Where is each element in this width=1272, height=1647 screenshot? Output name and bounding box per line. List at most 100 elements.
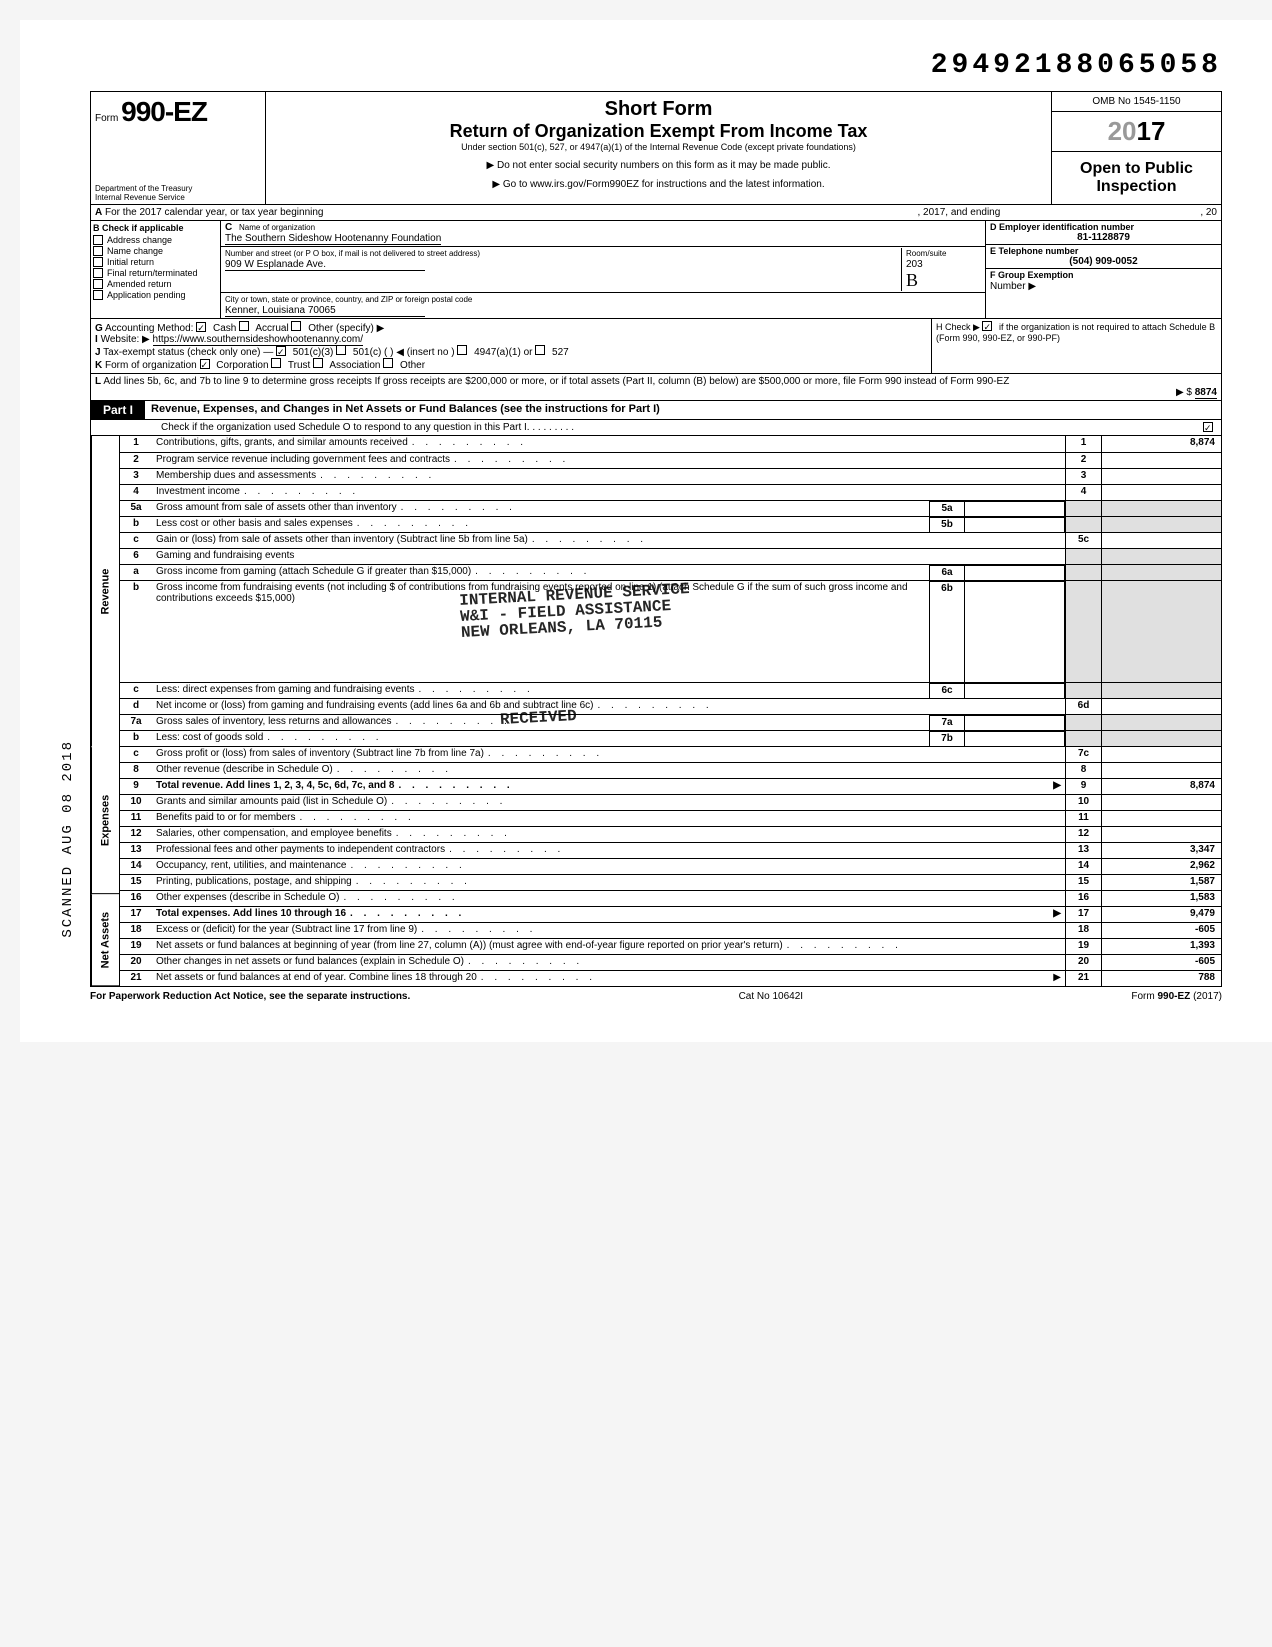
line-desc: Other expenses (describe in Schedule O) … [152, 891, 1065, 906]
checkbox-label: Application pending [107, 290, 186, 300]
line-desc: Benefits paid to or for members . . . . … [152, 811, 1065, 826]
line-number: 8 [120, 763, 152, 778]
line-number: 20 [120, 955, 152, 970]
r-val: -605 [1101, 955, 1221, 970]
col-c-addr-sub: Number and street (or P O box, if mail i… [225, 249, 480, 258]
r-val: 9,479 [1101, 907, 1221, 922]
r-num: 2 [1065, 453, 1101, 468]
open-to-public: Open to Public Inspection [1052, 152, 1221, 204]
room-label: Room/suite [906, 249, 946, 258]
checkbox[interactable] [535, 345, 545, 355]
r-num: 11 [1065, 811, 1101, 826]
r-val-shaded [1101, 683, 1221, 698]
checkbox[interactable] [93, 268, 103, 278]
r-val [1101, 827, 1221, 842]
line-number: 14 [120, 859, 152, 874]
r-val [1101, 699, 1221, 714]
checkbox[interactable] [200, 359, 210, 369]
line-number: 3 [120, 469, 152, 484]
checkbox[interactable] [93, 246, 103, 256]
org-address: 909 W Esplanade Ave. [225, 259, 425, 271]
row-gh: G Accounting Method: Cash Accrual Other … [90, 319, 1222, 374]
r-val: -605 [1101, 923, 1221, 938]
footer-right: Form Form 990-EZ (2017)990-EZ (2017) [1131, 991, 1222, 1002]
title-return: Return of Organization Exempt From Incom… [272, 121, 1045, 142]
line-number: c [120, 683, 152, 698]
line-desc: Other changes in net assets or fund bala… [152, 955, 1065, 970]
checkbox[interactable] [93, 257, 103, 267]
line-desc: Printing, publications, postage, and shi… [152, 875, 1065, 890]
label-f: F Group Exemption [990, 270, 1074, 280]
checkbox[interactable] [93, 235, 103, 245]
line-21: 21Net assets or fund balances at end of … [120, 970, 1221, 986]
line-number: c [120, 747, 152, 762]
r-val: 8,874 [1101, 436, 1221, 452]
line-desc: Net assets or fund balances at beginning… [152, 939, 1065, 954]
row-a-text1: For the 2017 calendar year, or tax year … [105, 207, 323, 218]
checkbox-row: Final return/terminated [93, 268, 218, 278]
r-val-shaded [1101, 549, 1221, 564]
label-g: G [95, 323, 103, 334]
r-val [1101, 811, 1221, 826]
r-num-shaded [1065, 683, 1101, 698]
checkbox[interactable] [93, 279, 103, 289]
footer-left: For Paperwork Reduction Act Notice, see … [90, 991, 410, 1002]
r-num: 10 [1065, 795, 1101, 810]
year-suffix: 17 [1137, 116, 1166, 146]
line-b: bLess cost or other basis and sales expe… [120, 516, 1221, 532]
line-16: 16Other expenses (describe in Schedule O… [120, 890, 1221, 906]
title-short-form: Short Form [272, 98, 1045, 121]
line-10: 10Grants and similar amounts paid (list … [120, 794, 1221, 810]
checkbox[interactable] [276, 346, 286, 356]
line-4: 4Investment income . . . . . . . . .4 [120, 484, 1221, 500]
subtitle: Under section 501(c), 527, or 4947(a)(1)… [272, 142, 1045, 152]
line-number: b [120, 731, 152, 746]
line-desc: Gross profit or (loss) from sales of inv… [152, 747, 1065, 762]
checkbox[interactable] [271, 358, 281, 368]
r-num-shaded [1065, 581, 1101, 682]
line-2: 2Program service revenue including gover… [120, 452, 1221, 468]
line-15: 15Printing, publications, postage, and s… [120, 874, 1221, 890]
checkbox[interactable] [336, 345, 346, 355]
line-desc: Net income or (loss) from gaming and fun… [152, 699, 1065, 714]
line-number: 6 [120, 549, 152, 564]
line-desc: Grants and similar amounts paid (list in… [152, 795, 1065, 810]
line-number: 18 [120, 923, 152, 938]
form-prefix: Form [95, 113, 118, 124]
r-num-shaded [1065, 565, 1101, 580]
checkbox-h[interactable] [982, 321, 992, 331]
checkbox-schedule-o[interactable] [1203, 422, 1213, 432]
checkbox-row: Amended return [93, 279, 218, 289]
checkbox-row: Address change [93, 235, 218, 245]
header-center: Short Form Return of Organization Exempt… [266, 92, 1051, 204]
footer-mid: Cat No 10642I [739, 991, 804, 1002]
r-num-shaded [1065, 549, 1101, 564]
label-l: L [95, 376, 101, 387]
checkbox[interactable] [291, 321, 301, 331]
r-val-shaded [1101, 581, 1221, 682]
col-c-name-sub: Name of organization [239, 223, 315, 232]
checkbox[interactable] [93, 290, 103, 300]
line-3: 3Membership dues and assessments . . . .… [120, 468, 1221, 484]
checkbox[interactable] [196, 322, 206, 332]
line-number: b [120, 581, 152, 682]
r-val [1101, 533, 1221, 548]
line-desc: Excess or (deficit) for the year (Subtra… [152, 923, 1065, 938]
mid-val [965, 731, 1065, 746]
checkbox-label: Final return/terminated [107, 268, 198, 278]
row-g-text: Accounting Method: [105, 323, 193, 334]
checkbox[interactable] [383, 358, 393, 368]
line-desc: Gross income from gaming (attach Schedul… [152, 565, 929, 580]
checkbox[interactable] [313, 358, 323, 368]
checkbox[interactable] [457, 345, 467, 355]
line-desc: Investment income . . . . . . . . . [152, 485, 1065, 500]
r-num: 5c [1065, 533, 1101, 548]
r-num: 3 [1065, 469, 1101, 484]
line-11: 11Benefits paid to or for members . . . … [120, 810, 1221, 826]
line-desc: Total expenses. Add lines 10 through 16 … [152, 907, 1065, 922]
checkbox-label: Name change [107, 246, 163, 256]
checkbox[interactable] [239, 321, 249, 331]
r-val [1101, 453, 1221, 468]
r-val [1101, 485, 1221, 500]
mid-val [965, 565, 1065, 580]
